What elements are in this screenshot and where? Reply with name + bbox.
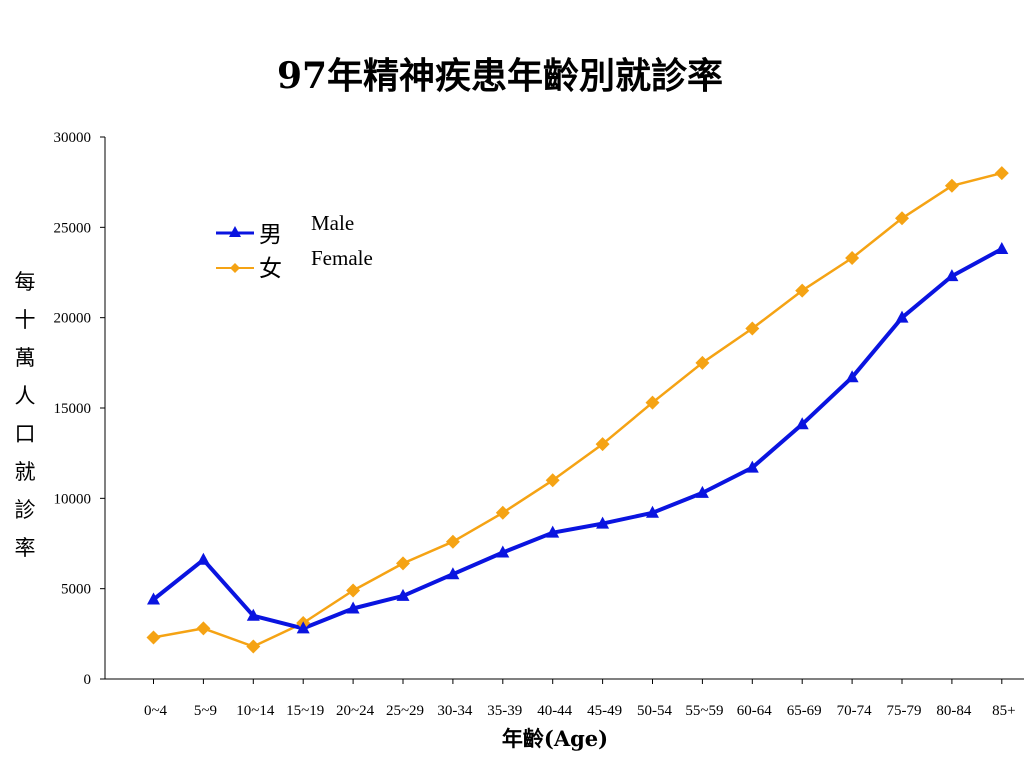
data-point-male: [995, 242, 1009, 255]
data-point-male: [795, 417, 809, 430]
legend-male-label-en: Male: [311, 211, 354, 235]
data-point-female: [795, 283, 810, 298]
data-point-male: [496, 545, 510, 558]
series-lines: [152, 171, 1003, 648]
legend-female-label: 女: [259, 256, 282, 282]
data-point-male: [945, 269, 959, 282]
y-tick-label: 25000: [54, 220, 92, 236]
data-point-female: [944, 178, 959, 193]
x-tick-label: 15~19: [286, 703, 324, 719]
y-axis-ticks: 0 5000 10000 15000 20000 25000 30000: [54, 130, 105, 688]
x-tick-label: 60-64: [737, 703, 772, 719]
y-tick-label: 0: [84, 672, 92, 688]
x-tick-label: 85+: [992, 703, 1015, 719]
legend-male-triangle-icon: [229, 226, 241, 237]
data-point-male: [246, 608, 260, 621]
data-point-male: [147, 592, 160, 605]
x-tick-label: 5~9: [194, 703, 217, 719]
y-axis-title-char: 萬: [15, 346, 36, 370]
data-point-female: [445, 534, 460, 549]
legend: 男 Male 女 Female: [216, 211, 373, 282]
x-tick-label: 45-49: [587, 703, 622, 719]
x-tick-label: 40-44: [537, 703, 572, 719]
y-tick-label: 15000: [54, 401, 92, 417]
data-point-female: [845, 251, 860, 266]
y-axis-title-char: 就: [15, 460, 36, 484]
data-point-female: [396, 556, 410, 571]
legend-male-label: 男: [259, 222, 282, 248]
data-point-female: [196, 621, 211, 636]
y-axis-title-char: 人: [15, 384, 36, 408]
data-point-male: [346, 601, 360, 614]
x-tick-label: 65-69: [787, 703, 822, 719]
data-point-male: [596, 516, 610, 529]
x-tick-label: 30-34: [437, 703, 472, 719]
x-tick-label: 25~29: [386, 703, 424, 719]
x-tick-label: 75-79: [887, 703, 922, 719]
data-point-female: [346, 583, 361, 598]
y-tick-label: 5000: [61, 582, 91, 598]
y-tick-label: 30000: [54, 130, 92, 146]
x-tick-label: 20~24: [336, 703, 375, 719]
data-point-female: [545, 473, 560, 488]
x-tick-label: 0~4: [144, 703, 168, 719]
x-tick-label: 70-74: [837, 703, 872, 719]
y-tick-label: 10000: [54, 491, 92, 507]
data-point-male: [845, 370, 859, 383]
series-markers: [146, 166, 1009, 654]
chart-title: 97年精神疾患年齡別就診率: [277, 55, 723, 97]
data-point-female: [645, 395, 660, 410]
data-point-male: [695, 485, 709, 498]
data-point-male: [446, 567, 460, 580]
y-axis-title-char: 每: [15, 270, 36, 294]
x-tick-label: 80-84: [936, 703, 971, 719]
y-axis-title-char: 十: [15, 308, 36, 332]
data-point-male: [296, 621, 310, 634]
data-point-male: [196, 552, 210, 565]
series-line-male: [152, 247, 1003, 631]
x-tick-label: 50-54: [637, 703, 672, 719]
data-point-female: [595, 437, 610, 452]
data-point-female: [246, 639, 261, 654]
data-point-male: [396, 588, 410, 601]
data-point-female: [146, 630, 161, 645]
data-point-female: [994, 166, 1009, 181]
x-tick-label: 55~59: [685, 703, 723, 719]
x-axis-title: 年齡(Age): [502, 726, 608, 751]
x-axis-ticks: 0~4 5~9 10~14 15~19 20~24 25~29 30-34 35-39 40-4…: [144, 679, 1016, 719]
y-axis-title-char: 口: [15, 422, 36, 446]
x-tick-label: 35-39: [487, 703, 522, 719]
data-point-male: [895, 310, 909, 323]
data-point-female: [495, 505, 510, 520]
data-point-female: [745, 321, 760, 336]
data-point-male: [646, 505, 659, 518]
y-tick-label: 20000: [54, 311, 92, 327]
data-point-female: [895, 211, 909, 226]
data-point-female: [695, 355, 710, 370]
data-point-male: [546, 525, 560, 538]
legend-female-diamond-icon: [230, 263, 240, 273]
data-point-male: [745, 460, 759, 473]
y-axis-title-char: 率: [15, 536, 36, 560]
y-axis-title-char: 診: [15, 498, 36, 522]
legend-female-label-en: Female: [311, 246, 373, 270]
x-tick-label: 10~14: [236, 703, 275, 719]
